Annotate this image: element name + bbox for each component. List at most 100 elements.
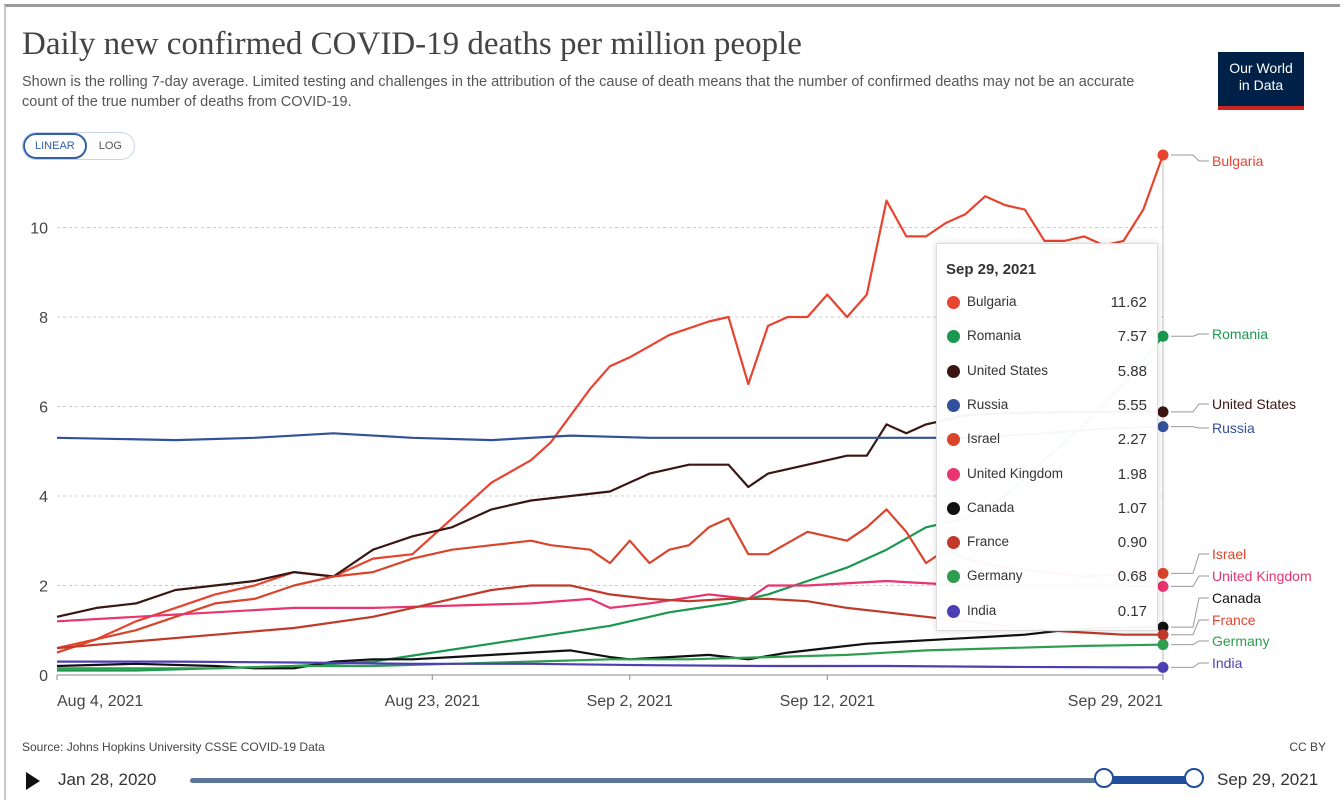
- tooltip-row: France 0.90: [945, 533, 1151, 553]
- label-connector: [1171, 597, 1209, 628]
- tooltip-row: United Kingdom 1.98: [945, 465, 1151, 485]
- y-tick-label: 6: [39, 399, 48, 416]
- series-end-labels: Bulgaria Romania United States Russia Israel…: [1157, 149, 1312, 673]
- tooltip-row: India 0.17: [945, 602, 1151, 622]
- timeline-end-handle[interactable]: [1184, 768, 1204, 788]
- y-tick-label: 8: [39, 310, 48, 327]
- legend-dot-icon: [947, 398, 960, 412]
- end-marker-india: [1157, 661, 1169, 673]
- tooltip-date: Sep 29, 2021: [946, 261, 1037, 278]
- tooltip-country: India: [967, 602, 997, 618]
- label-connector: [1171, 154, 1209, 162]
- owid-logo[interactable]: Our World in Data: [1218, 52, 1304, 110]
- chart-frame: [4, 4, 1340, 800]
- tooltip-value: 1.07: [1117, 499, 1147, 517]
- tooltip-row: Canada 1.07: [945, 499, 1151, 519]
- play-icon[interactable]: [26, 772, 40, 790]
- chart-subtitle: Shown is the rolling 7-day average. Limi…: [22, 74, 1135, 110]
- tooltip-value: 11.62: [1110, 294, 1147, 311]
- label-connector: [1171, 426, 1209, 429]
- tooltip-country: Canada: [967, 499, 1015, 515]
- tooltip-value: 2.27: [1117, 431, 1147, 449]
- end-label-germany: Germany: [1212, 633, 1270, 649]
- timeline-track[interactable]: [190, 778, 1198, 783]
- tooltip-value: 5.88: [1117, 362, 1147, 380]
- legend-dot-icon: [947, 364, 960, 378]
- hover-tooltip: Sep 29, 2021 Bulgaria 11.62 Romania 7.57 Uni…: [936, 243, 1158, 631]
- end-marker-israel: [1157, 567, 1169, 579]
- y-tick-label: 10: [30, 220, 48, 237]
- timeline-end-label: Sep 29, 2021: [1217, 770, 1319, 789]
- chart-title: Daily new confirmed COVID-19 deaths per …: [22, 26, 802, 62]
- end-marker-romania: [1157, 330, 1169, 342]
- end-label-canada: Canada: [1212, 590, 1261, 606]
- end-label-romania: Romania: [1212, 326, 1268, 342]
- x-tick-label: Sep 12, 2021: [780, 693, 875, 710]
- linear-scale-button[interactable]: LINEAR: [23, 133, 87, 159]
- label-connector: [1171, 403, 1209, 413]
- series-line-germany: [57, 643, 1164, 670]
- end-label-united-states: United States: [1212, 396, 1296, 412]
- label-connector: [1171, 662, 1209, 668]
- end-label-bulgaria: Bulgaria: [1212, 153, 1264, 169]
- tooltip-country: United Kingdom: [967, 465, 1064, 481]
- legend-dot-icon: [947, 433, 960, 447]
- license-link[interactable]: CC BY: [1289, 740, 1326, 754]
- legend-dot-icon: [947, 330, 960, 344]
- tooltip-row: United States 5.88: [945, 362, 1151, 382]
- tooltip-value: 0.17: [1117, 602, 1147, 620]
- timeline: Jan 28, 2020 Sep 29, 2021: [0, 760, 1344, 800]
- tooltip-value: 5.55: [1117, 396, 1147, 414]
- end-marker-germany: [1157, 639, 1169, 651]
- tooltip-value: 0.90: [1117, 534, 1147, 552]
- legend-dot-icon: [947, 467, 960, 481]
- timeline-start-label: Jan 28, 2020: [58, 770, 157, 789]
- logo-line1: Our World: [1229, 60, 1293, 76]
- series-line-india: [57, 660, 1164, 669]
- x-axis: Aug 4, 2021 Aug 23, 2021 Sep 2, 2021 Sep 12…: [56, 675, 1164, 710]
- tooltip-country: Bulgaria: [967, 294, 1017, 309]
- end-marker-bulgaria: [1157, 149, 1169, 161]
- label-connector: [1171, 575, 1209, 587]
- legend-dot-icon: [947, 536, 960, 550]
- x-tick-label: Aug 23, 2021: [385, 693, 480, 710]
- label-connector: [1171, 333, 1209, 337]
- end-marker-united-states: [1157, 406, 1169, 418]
- y-tick-label: 2: [39, 578, 48, 595]
- tooltip-row: Germany 0.68: [945, 567, 1151, 587]
- end-label-india: India: [1212, 655, 1243, 671]
- tooltip-country: France: [967, 534, 1010, 550]
- end-marker-france: [1157, 629, 1169, 641]
- label-connector: [1171, 640, 1209, 646]
- legend-dot-icon: [947, 501, 960, 515]
- end-marker-russia: [1157, 421, 1169, 433]
- timeline-selected-range[interactable]: [1103, 776, 1194, 784]
- source-note[interactable]: Source: Johns Hopkins University CSSE CO…: [22, 740, 325, 754]
- y-tick-label: 0: [39, 668, 48, 685]
- tooltip-row: Romania 7.57: [945, 327, 1151, 347]
- legend-dot-icon: [947, 604, 960, 618]
- legend-dot-icon: [947, 570, 960, 584]
- x-tick-label: Aug 4, 2021: [57, 693, 143, 710]
- end-label-israel: Israel: [1212, 546, 1246, 562]
- series-line-united-states: [56, 410, 1163, 618]
- logo-line2: in Data: [1238, 77, 1284, 93]
- end-label-france: France: [1212, 612, 1256, 628]
- end-label-russia: Russia: [1212, 420, 1255, 436]
- scale-toggle: LINEAR LOG: [22, 132, 135, 160]
- y-tick-label: 4: [39, 489, 48, 506]
- end-label-united-kingdom: United Kingdom: [1212, 568, 1312, 584]
- timeline-start-handle[interactable]: [1093, 768, 1114, 788]
- tooltip-country: United States: [967, 362, 1049, 378]
- label-connector: [1171, 619, 1209, 636]
- tooltip-row: Russia 5.55: [945, 396, 1151, 416]
- x-tick-label: Sep 2, 2021: [587, 693, 673, 710]
- legend-dot-icon: [947, 296, 960, 309]
- y-axis: 0 2 4 6 8 10: [30, 220, 48, 685]
- tooltip-country: Romania: [967, 328, 1022, 344]
- log-scale-button[interactable]: LOG: [98, 140, 122, 152]
- tooltip-value: 1.98: [1117, 465, 1147, 483]
- tooltip-country: Germany: [967, 568, 1023, 584]
- end-marker-canada: [1157, 621, 1169, 633]
- x-tick-label: Sep 29, 2021: [1068, 693, 1163, 710]
